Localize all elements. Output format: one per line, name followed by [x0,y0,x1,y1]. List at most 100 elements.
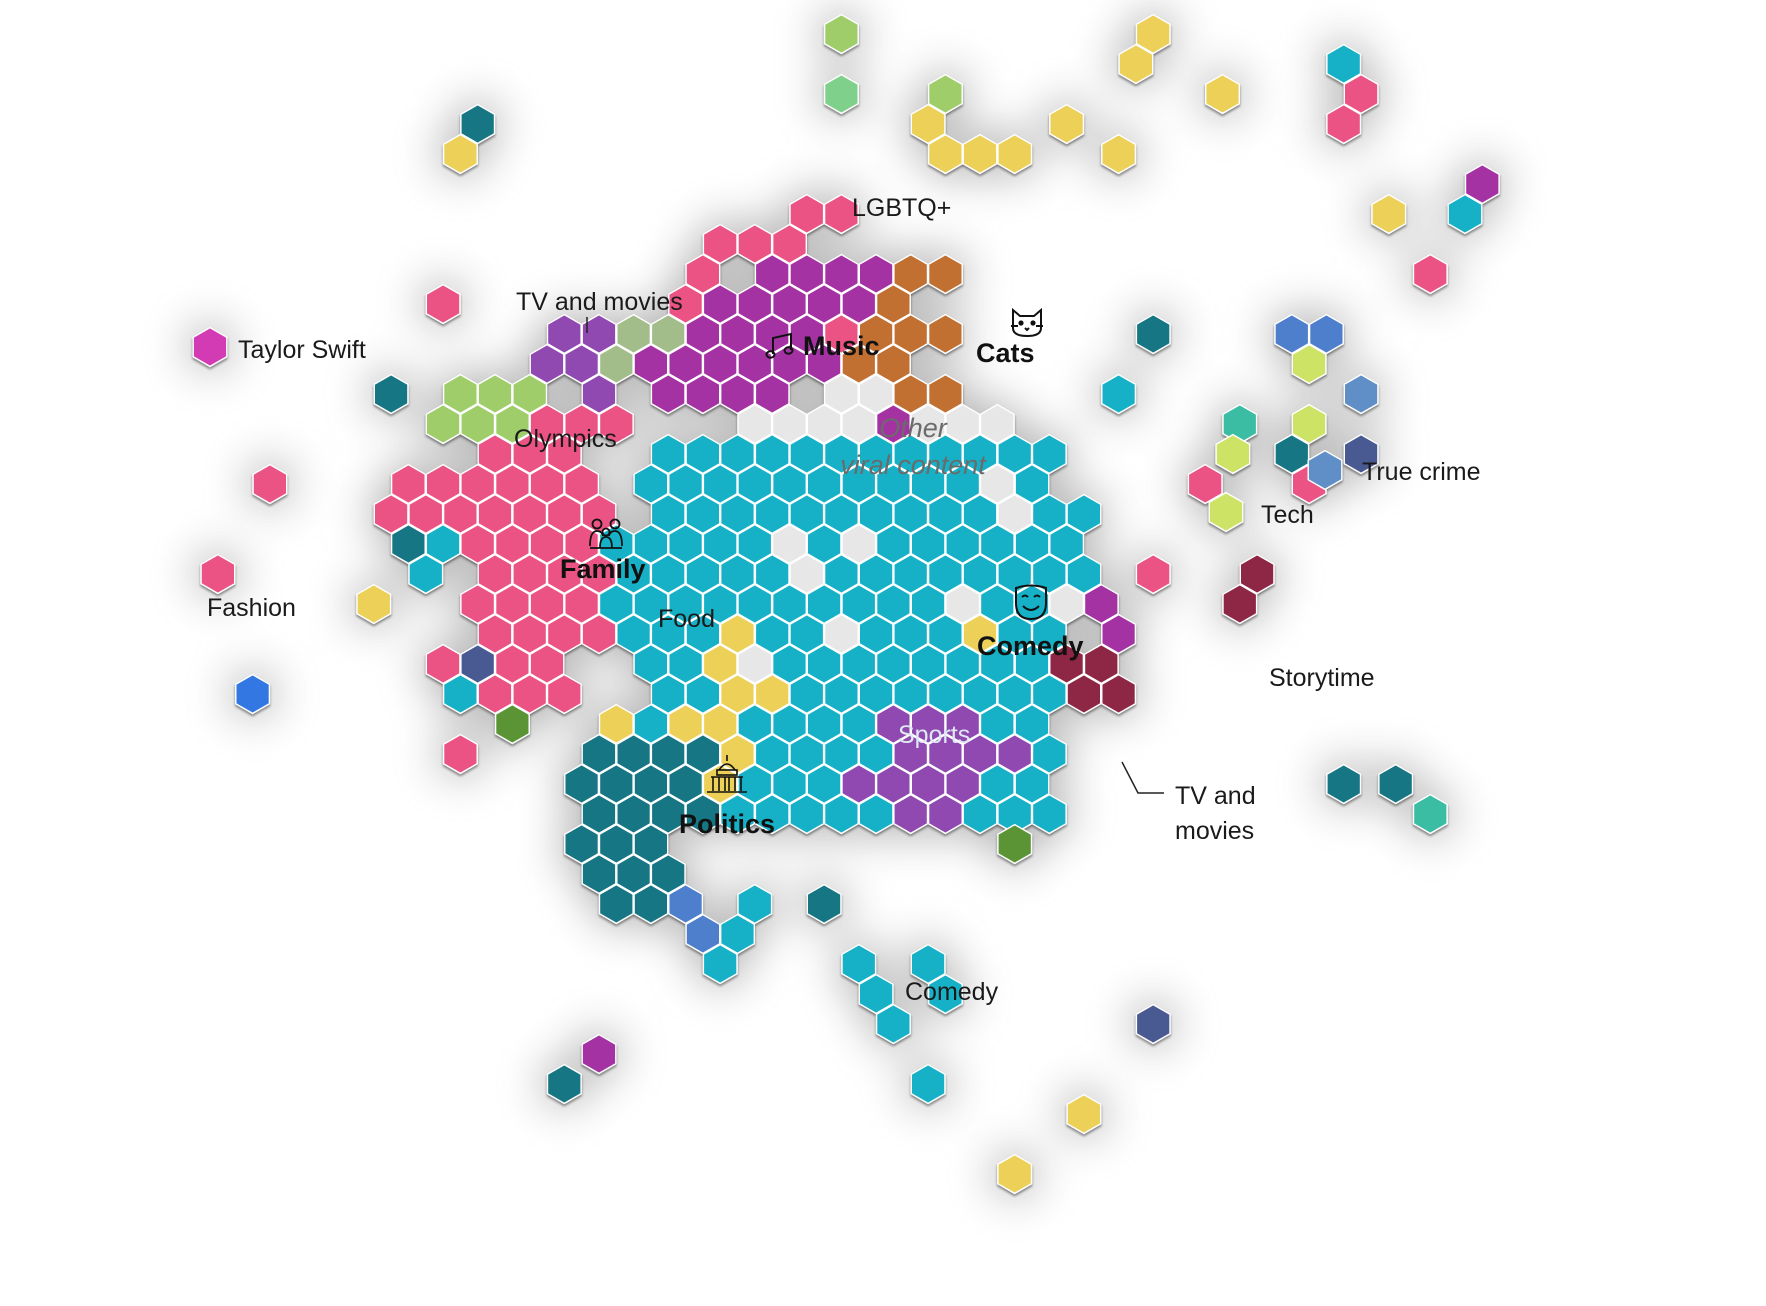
comedy-hex [823,493,859,535]
comedy-hex [737,703,773,745]
tv-movies-hex [529,343,565,385]
other-viral-hex [789,553,825,595]
comedy-hex [633,523,669,565]
lgbtq-hex [702,223,738,265]
politics-hex [633,823,669,865]
music-note-icon [765,332,794,359]
lgbtq-hex [668,283,704,325]
politics-hex [598,883,634,925]
comedy-hex [841,643,877,685]
politics-hex [616,853,652,895]
comedy-hex [668,643,704,685]
comedy-hex [1031,673,1067,715]
food-hex [997,133,1033,175]
family-hex [477,613,513,655]
tv-movies-hex [927,733,963,775]
outlier-hex [252,463,288,505]
capitol-icon [707,755,747,793]
lgbtq-hex [789,193,825,235]
comedy-hex [806,583,842,625]
outlier-hex [408,553,444,595]
label-cats: Cats [976,338,1035,368]
comedy-hex [1031,433,1067,475]
label-olympics: Olympics [514,425,617,453]
comedy-hex [927,493,963,535]
comedy-hex [875,463,911,505]
true-crime-hex [1307,449,1343,491]
comedy-hex [737,583,773,625]
sports-hex [1274,313,1310,355]
comedy-hex [858,793,894,835]
comedy-hex [823,793,859,835]
olympics-hex [460,403,496,445]
cats-hex [893,253,929,295]
outlier-hex [841,943,877,985]
comedy-hex [962,433,998,475]
tv-movies-hex [875,763,911,805]
music-hex [772,343,807,385]
politics-hex [633,883,669,925]
family-hex [546,613,582,655]
label-other-line2: viral content [840,450,987,480]
family-hex [442,493,478,535]
food-hex [720,613,755,655]
outlier-hex [720,913,755,955]
family-hex [564,523,600,565]
music-hex [789,253,825,295]
outlier-hex [494,703,530,745]
food-hex [1101,133,1137,175]
olympics-hex [823,73,859,115]
comedy-hex [633,463,669,505]
music-hex [737,343,773,385]
comedy-hex [685,673,721,715]
label-comedy-small: Comedy [905,978,999,1006]
label-sports: Sports [898,721,970,749]
other-viral-hex [858,373,894,415]
outlier-hex [425,523,461,565]
tv-movies-hex [581,313,617,355]
other-viral-hex [772,523,807,565]
lgbtq-hex [685,253,721,295]
food-hex [702,703,738,745]
music-hex [841,283,877,325]
politics-hex [564,823,600,865]
label-storytime: Storytime [1269,664,1375,692]
tv-movies-hex [650,313,686,355]
family-hex [546,433,582,475]
family-hex [477,553,513,595]
other-viral-hex [1049,583,1085,625]
outlier-hex [927,973,963,1015]
family-hex [408,493,444,535]
politics-hex [564,763,600,805]
cats-hex [858,313,894,355]
politics-hex [685,733,721,775]
comedy-hex [927,613,963,655]
outlier-hex [702,943,738,985]
storytime-hex [1083,643,1119,685]
comedy-hex [1014,463,1050,505]
label-true-crime: True crime [1362,458,1481,486]
label-other-line1: Other [879,413,948,443]
outlier-hex [1371,193,1407,235]
hex-tiles [192,13,1500,1195]
tv-movies-hex [997,733,1033,775]
outlier-hex [668,883,704,925]
food-hex [598,703,634,745]
comedy-hex [893,673,929,715]
other-viral-hex [945,403,981,445]
outlier-hex [997,1153,1033,1195]
family-hex [512,613,548,655]
family-hex [598,403,634,445]
comedy-hex [1049,523,1085,565]
other-viral-hex [841,403,877,445]
comedy-hex [858,613,894,655]
cats-hex [875,403,911,445]
label-fashion: Fashion [207,594,296,622]
outlier-hex [1135,1003,1171,1045]
other-viral-hex [823,373,859,415]
outlier-hex [1378,763,1414,805]
tv-movies-hex [910,703,946,745]
food-hex [702,643,738,685]
outlier-hex [390,523,426,565]
comedy-hex [806,703,842,745]
